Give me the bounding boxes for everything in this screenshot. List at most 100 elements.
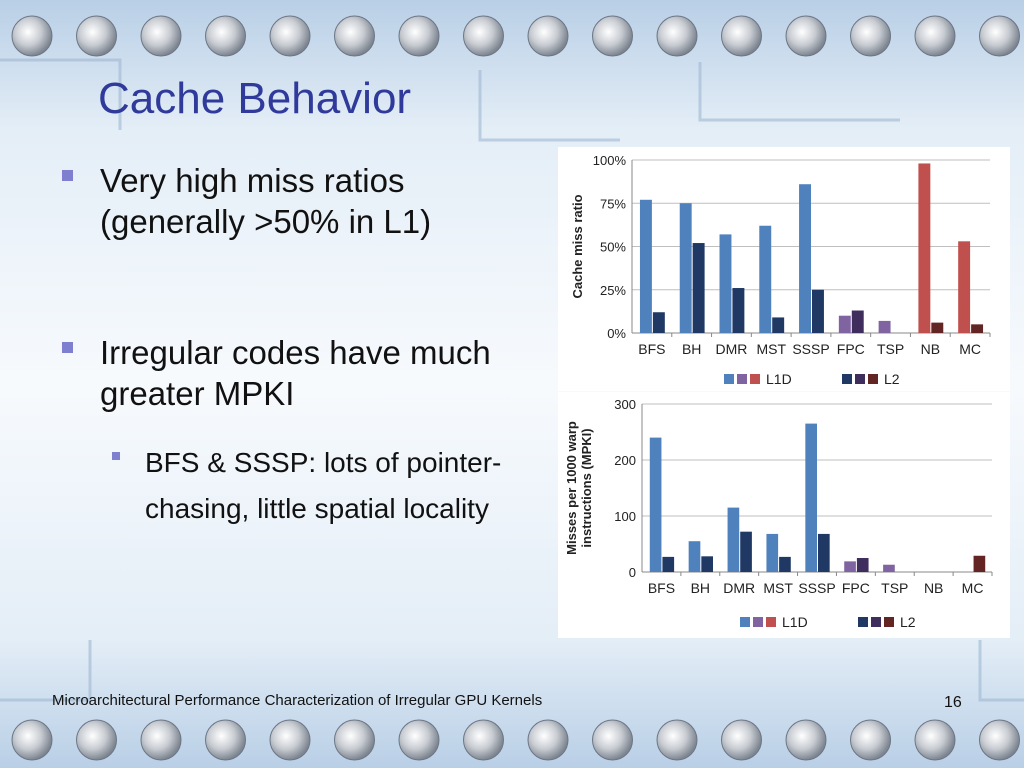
- pin-decoration: [785, 719, 827, 761]
- bullet-text: Irregular codes have much greater MPKI: [100, 334, 491, 412]
- slide-footer: Microarchitectural Performance Character…: [52, 692, 543, 709]
- bar-l1d: [844, 561, 856, 572]
- pin-decoration: [656, 719, 698, 761]
- pin-decoration: [463, 15, 504, 57]
- x-tick-label: MST: [756, 341, 786, 357]
- pin-decoration: [592, 15, 633, 57]
- bar-l2: [851, 310, 864, 333]
- pin-decoration: [11, 15, 53, 57]
- pin-decoration: [527, 15, 569, 57]
- bar-l1d: [649, 437, 662, 572]
- pin-decoration: [850, 15, 891, 57]
- bar-l2: [931, 322, 944, 333]
- bar-l2: [652, 312, 665, 333]
- x-tick-label: NB: [924, 580, 943, 596]
- x-tick-label: TSP: [877, 341, 904, 357]
- legend-swatch: [842, 374, 852, 384]
- legend-swatch: [750, 374, 760, 384]
- x-tick-label: DMR: [723, 580, 755, 596]
- x-tick-label: FPC: [837, 341, 865, 357]
- mpki-chart-panel: 0 100 200 300 BFS BH DMR MST SSSP FPC TSP NB MC Misse…: [558, 392, 1010, 638]
- legend-label: L1D: [766, 371, 792, 387]
- legend-swatch: [871, 617, 881, 627]
- square-bullet-icon: [62, 342, 73, 353]
- bar-l1d: [838, 315, 851, 333]
- sub-bullet-text: BFS & SSSP: lots of pointer-chasing, lit…: [145, 447, 502, 524]
- y-axis-title: Misses per 1000 warp: [564, 421, 579, 555]
- pin-decoration: [205, 15, 246, 57]
- legend-label: L2: [884, 371, 900, 387]
- bar-l1d: [766, 533, 779, 572]
- x-tick-label: BH: [682, 341, 701, 357]
- x-tick-label: BH: [691, 580, 710, 596]
- pin-decoration: [656, 15, 698, 57]
- x-tick-label: BFS: [648, 580, 675, 596]
- bar-l2: [740, 531, 752, 572]
- legend-swatch: [724, 374, 734, 384]
- legend-swatch: [858, 617, 868, 627]
- bar-l1d: [878, 320, 891, 333]
- x-tick-label: MC: [959, 341, 981, 357]
- pin-decoration: [979, 15, 1020, 57]
- legend-swatch: [884, 617, 894, 627]
- y-tick-label: 50%: [600, 240, 626, 255]
- y-axis-title: instructions (MPKI): [579, 428, 594, 547]
- legend-swatch: [855, 374, 865, 384]
- miss-ratio-chart: 0% 25% 50% 75% 100% BFS BH DMR MST SSSP FPC TSP NB MC…: [570, 153, 991, 387]
- bar-l2: [772, 317, 785, 333]
- square-bullet-icon: [112, 452, 120, 460]
- pin-decoration: [269, 15, 311, 57]
- x-tick-label: BFS: [638, 341, 665, 357]
- legend-swatch: [737, 374, 747, 384]
- pin-decoration: [527, 719, 569, 761]
- pin-decoration: [140, 719, 182, 761]
- legend-swatch: [868, 374, 878, 384]
- bar-l2: [971, 324, 984, 333]
- pin-decoration: [721, 15, 762, 57]
- pin-decoration: [140, 15, 182, 57]
- square-bullet-icon: [62, 170, 73, 181]
- x-tick-label: MST: [763, 580, 793, 596]
- pin-decoration: [76, 15, 117, 57]
- x-tick-label: SSSP: [798, 580, 835, 596]
- pin-decoration: [850, 719, 891, 761]
- pin-decoration: [11, 719, 53, 761]
- pin-decoration: [914, 15, 956, 57]
- page-number: 16: [944, 694, 962, 711]
- y-tick-label: 25%: [600, 283, 626, 298]
- bar-l1d: [759, 225, 772, 333]
- bar-l1d: [799, 184, 811, 333]
- bar-l2: [856, 558, 869, 572]
- y-tick-label: 75%: [600, 196, 626, 211]
- y-tick-label: 0: [629, 565, 636, 580]
- y-tick-label: 100%: [593, 153, 627, 168]
- y-tick-label: 300: [614, 397, 636, 412]
- bar-l2: [818, 533, 830, 572]
- pin-decoration: [592, 719, 633, 761]
- legend-swatch: [766, 617, 776, 627]
- bar-l2: [692, 243, 705, 333]
- x-tick-label: NB: [921, 341, 940, 357]
- legend-swatch: [740, 617, 750, 627]
- pin-decoration: [979, 719, 1020, 761]
- y-tick-label: 200: [614, 453, 636, 468]
- bar-l2: [812, 289, 824, 333]
- pin-decoration: [785, 15, 827, 57]
- bar-l1d: [719, 234, 732, 333]
- bar-l1d: [918, 163, 931, 333]
- bullet-text: Very high miss ratios (generally >50% in…: [100, 162, 432, 240]
- pin-decoration: [721, 719, 762, 761]
- bar-l2: [779, 556, 791, 572]
- slide-title: Cache Behavior: [98, 74, 412, 123]
- pin-decoration: [914, 719, 956, 761]
- bar-l1d: [688, 541, 701, 572]
- pin-decoration: [334, 15, 375, 57]
- bar-l2: [701, 556, 713, 572]
- pin-decoration: [205, 719, 246, 761]
- x-tick-label: FPC: [842, 580, 870, 596]
- x-tick-label: SSSP: [792, 341, 829, 357]
- miss-ratio-chart-panel: 0% 25% 50% 75% 100% BFS BH DMR MST SSSP FPC TSP NB MC…: [558, 147, 1010, 391]
- bar-l2: [662, 556, 675, 572]
- pin-decoration: [269, 719, 311, 761]
- bar-l1d: [727, 507, 740, 572]
